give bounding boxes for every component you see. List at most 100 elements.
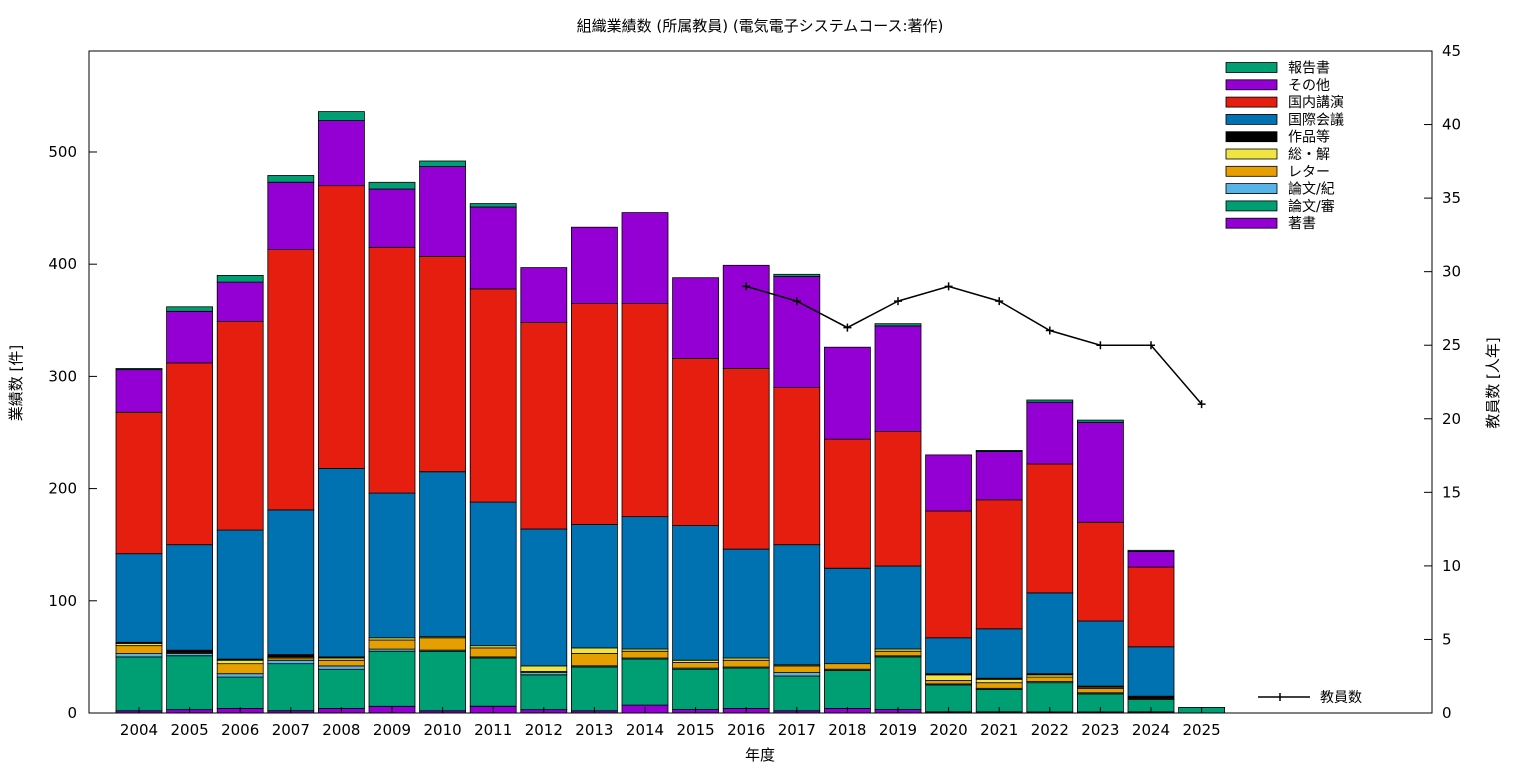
bar-2004-s6: [115, 553, 163, 643]
y-axis-label: 業績数 [件]: [7, 345, 25, 421]
x-tick-2006: 2006: [221, 721, 259, 739]
bar-2006-s6: [216, 529, 264, 660]
bar-2008-s9: [317, 111, 365, 121]
y-tick-0: 0: [67, 704, 77, 722]
legend-swatch-3: [1225, 114, 1278, 125]
x-tick-2007: 2007: [272, 721, 310, 739]
bar-2010-s3: [419, 637, 467, 651]
legend-label-4: 作品等: [1288, 129, 1330, 146]
bar-2020-s7: [925, 510, 972, 639]
legend-swatch-7: [1225, 183, 1278, 195]
bar-2004-s1: [115, 656, 163, 712]
y2-tick-40: 40: [1442, 116, 1461, 134]
bar-2012-s7: [520, 322, 568, 530]
bar-2024-s7: [1127, 566, 1175, 648]
legend-swatch-5: [1225, 148, 1278, 160]
legend-label-9: 著書: [1288, 216, 1316, 232]
bar-2023-s3: [1077, 687, 1124, 694]
x-tick-2020: 2020: [930, 721, 968, 739]
bar-2014-s1: [621, 658, 669, 706]
bar-2009-s8: [368, 188, 416, 248]
legend-swatch-8: [1225, 200, 1278, 212]
legend-label-8: 論文/審: [1288, 199, 1335, 215]
bar-2011-s6: [469, 501, 517, 647]
bar-2008-s8: [317, 120, 365, 187]
y2-tick-25: 25: [1442, 336, 1461, 354]
bar-2012-s8: [520, 267, 568, 324]
bar-2013-s8: [571, 226, 618, 304]
bar-2014-s7: [621, 303, 669, 518]
line-point-2017: [792, 297, 801, 306]
bar-2019-s9: [874, 323, 922, 327]
bar-2017-s7: [773, 387, 821, 546]
bar-2008-s1: [317, 668, 365, 709]
bar-2011-s9: [469, 203, 517, 208]
bar-2022-s9: [1026, 399, 1074, 403]
y-tick-500: 500: [48, 143, 77, 161]
bar-2013-s4: [571, 647, 618, 654]
y-tick-300: 300: [48, 367, 77, 385]
bar-2005-s9: [166, 306, 214, 312]
bar-2004-s3: [115, 645, 163, 655]
bar-2007-s8: [267, 181, 315, 251]
bar-2021-s8: [975, 451, 1023, 501]
line-layer: [742, 282, 1206, 409]
line-point-2024: [1147, 341, 1155, 350]
bar-2024-s9: [1127, 549, 1175, 552]
bar-2012-s6: [520, 528, 568, 667]
bar-2017-s9: [773, 273, 821, 277]
bar-2006-s4: [216, 659, 264, 665]
bar-2024-s6: [1127, 646, 1175, 697]
bar-2018-s6: [824, 567, 871, 665]
legend-swatch-9: [1225, 217, 1278, 229]
bar-2019-s1: [874, 656, 922, 711]
y2-tick-30: 30: [1442, 263, 1461, 281]
bar-2004-s9: [115, 368, 163, 371]
bar-2010-s9: [419, 160, 467, 167]
x-tick-2009: 2009: [373, 721, 411, 739]
legend-label-5: 総・解: [1288, 147, 1330, 163]
legend-label-2: 国内講演: [1288, 95, 1344, 111]
legend-label-7: 論文/紀: [1288, 182, 1335, 198]
bar-2011-s1: [469, 657, 517, 707]
y-tick-200: 200: [48, 480, 77, 498]
bar-2009-s6: [368, 492, 416, 639]
bar-2008-s6: [317, 467, 365, 658]
bar-2021-s6: [975, 628, 1023, 679]
bar-2021-s4: [975, 678, 1023, 684]
y2-tick-20: 20: [1442, 410, 1461, 428]
bar-2006-s7: [216, 320, 264, 531]
bar-2010-s7: [419, 255, 467, 473]
legend-swatch-0: [1225, 62, 1278, 73]
y2-tick-0: 0: [1442, 704, 1452, 722]
bar-2016-s3: [722, 659, 770, 668]
bar-2004-s2: [115, 653, 163, 658]
bar-2005-s7: [166, 362, 214, 546]
y-tick-100: 100: [48, 592, 77, 610]
line-point-2021: [995, 297, 1004, 306]
bar-2017-s3: [773, 665, 821, 674]
line-series: [745, 285, 1203, 405]
x-tick-2015: 2015: [677, 721, 715, 739]
bar-2018-s8: [824, 346, 871, 440]
bar-2007-s9: [267, 175, 315, 183]
line-point-2022: [1045, 326, 1054, 335]
bar-2020-s4: [925, 674, 972, 681]
bar-2017-s6: [773, 544, 821, 666]
bar-2023-s8: [1077, 421, 1124, 523]
bar-2008-s2: [317, 665, 365, 670]
bar-2016-s8: [722, 264, 770, 369]
legend-label-0: 報告書: [1288, 61, 1330, 77]
bar-2021-s3: [975, 682, 1023, 689]
bar-2019-s3: [874, 650, 922, 657]
bar-2007-s7: [267, 249, 315, 511]
bar-2023-s7: [1077, 521, 1124, 622]
x-tick-2008: 2008: [322, 721, 360, 739]
x-tick-2004: 2004: [120, 721, 158, 739]
bar-2022-s4: [1026, 674, 1074, 678]
legend-swatch-4: [1225, 131, 1278, 143]
bar-2020-s6: [925, 637, 972, 675]
bar-2005-s8: [166, 310, 214, 364]
bar-2016-s6: [722, 548, 770, 659]
x-tick-2014: 2014: [626, 721, 664, 739]
